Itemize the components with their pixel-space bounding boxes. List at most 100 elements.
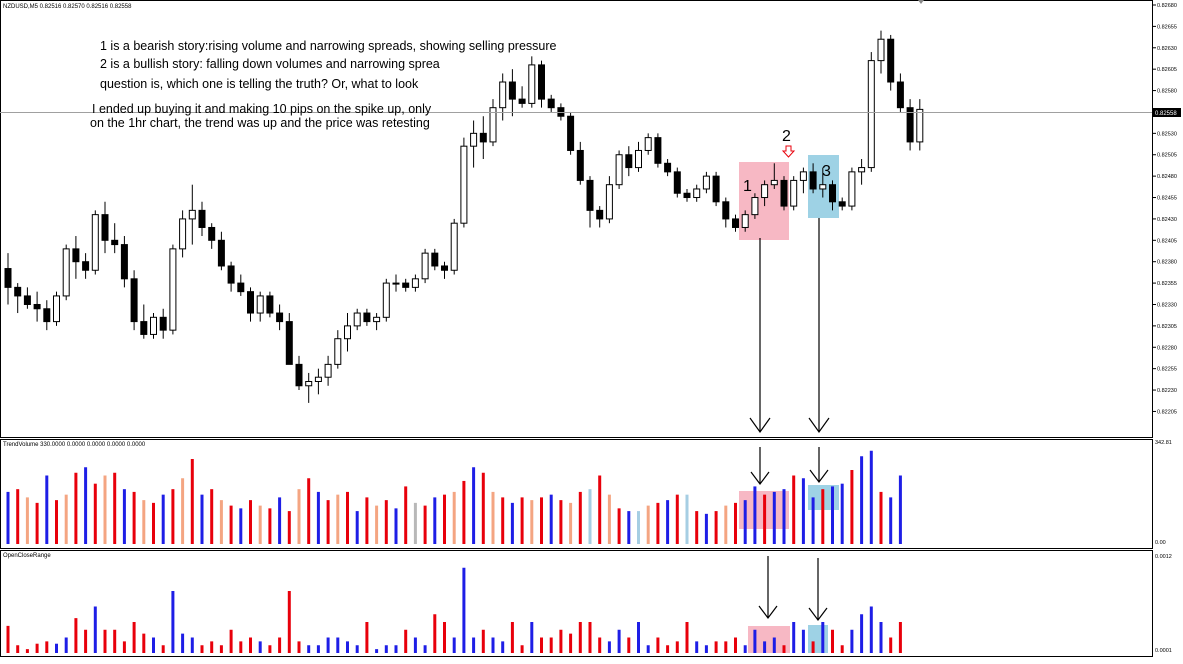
arrow-head-vol-3 [809,469,829,483]
bull-candle-body [256,295,264,314]
candle [664,159,672,177]
bull-candle-body [344,325,351,340]
bull-candle-body [858,167,866,173]
candle [373,313,381,331]
candle [586,176,594,228]
price-axis-label: 0.82630 [1157,46,1177,52]
bull-candle-body [314,376,322,382]
arrow-head-3 [808,417,830,434]
price-axis-label: 0.82680 [1157,3,1177,9]
candle [256,291,264,322]
bull-candle-body [179,218,187,250]
candle [120,236,128,288]
price-axis-label: 0.82605 [1157,67,1177,73]
bull-candle-body [305,380,313,387]
candle [382,278,390,322]
bear-candle-body [247,291,254,314]
bear-candle-body [508,81,516,100]
bull-candle-body [799,171,807,181]
bear-candle-body [227,265,235,284]
price-axis-label: 0.82230 [1157,388,1177,394]
candle [82,253,90,279]
candle [732,214,739,232]
candle [130,270,138,331]
bull-candle-body [770,179,778,186]
candle [489,99,497,147]
bull-candle-body [392,282,400,285]
bear-candle-body [479,132,487,143]
bear-candle-body [557,107,565,117]
bull-candle-body [761,184,769,199]
candle [441,261,448,279]
arrow-head-range-3 [808,607,828,621]
candle [596,206,604,228]
bull-candle-body [169,248,177,331]
bull-candle-body [382,282,390,318]
bull-candle-body [693,188,701,199]
price-axis-label: 0.82405 [1157,238,1177,244]
candle [712,171,720,207]
range-axis-label: 0.0012 [1155,554,1172,560]
candle [557,103,565,121]
bear-candle-body [906,107,914,143]
bear-candle-body [712,175,720,203]
annotation-line-2: 2 is a bullish story: falling down volum… [100,57,440,71]
bear-candle-body [518,98,526,104]
bull-candle-body [411,278,419,288]
bear-candle-body [208,226,216,241]
bull-candle-body [615,154,623,186]
bull-candle-body [150,316,157,335]
volume-panel-header: TrendVolume 330.0000 0.0000 0.0000 0.000… [3,442,146,448]
candle [722,197,730,228]
price-axis-label: 0.82430 [1157,217,1177,223]
bull-candle-body [528,64,536,104]
bear-candle-body [159,316,167,331]
bull-candle-body [790,179,798,207]
bull-candle-body [188,209,196,220]
bear-candle-body [82,261,90,271]
candle [33,291,41,322]
candle [198,201,206,237]
candle [625,146,633,177]
candle [208,223,216,249]
candle [470,120,478,168]
annotation-arrows [749,218,830,621]
candle [829,180,836,211]
window-scroll-marker-icon [918,0,924,4]
candle [314,368,322,395]
bull-candle-body [635,149,642,169]
candle [431,248,439,271]
bear-candle-body [538,64,545,100]
candle [305,372,313,403]
candle [916,99,924,151]
bull-candle-body [450,222,458,271]
candle [150,313,157,339]
candle [479,116,487,160]
candle [838,197,846,211]
range-panel-header: OpenCloseRange [3,553,51,559]
candle [819,167,827,198]
candle [392,274,400,292]
candle [654,133,662,168]
candle [605,176,613,224]
bear-candle-body [547,98,555,109]
bear-candle-body [266,295,274,314]
candle [518,86,526,108]
bull-candle-body [644,137,652,151]
red-down-arrow-icon [781,145,796,158]
candle [23,287,31,309]
candle [402,278,410,292]
candle [91,210,99,275]
price-axis-label: 0.82330 [1157,302,1177,308]
candle [285,313,293,365]
bear-candle-body [576,149,584,181]
bear-candle-body [101,214,109,241]
bear-candle-body [809,171,817,190]
bear-candle-body [363,312,371,323]
candle [62,244,70,301]
bull-candle-body [421,252,429,280]
annotation-line-3: question is, which one is telling the tr… [100,77,419,91]
label-2: 2 [782,128,791,145]
bear-candle-body [683,192,691,199]
